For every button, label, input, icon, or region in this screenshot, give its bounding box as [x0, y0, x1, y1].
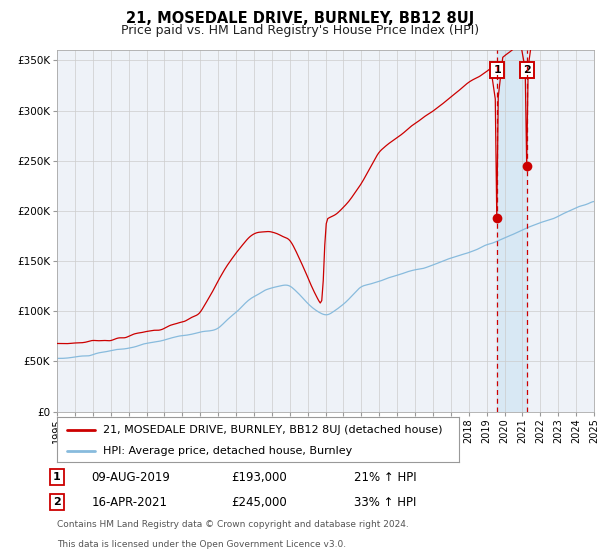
Text: 21, MOSEDALE DRIVE, BURNLEY, BB12 8UJ (detached house): 21, MOSEDALE DRIVE, BURNLEY, BB12 8UJ (d… — [103, 424, 443, 435]
Text: Price paid vs. HM Land Registry's House Price Index (HPI): Price paid vs. HM Land Registry's House … — [121, 24, 479, 36]
Text: 09-AUG-2019: 09-AUG-2019 — [91, 470, 170, 484]
Text: HPI: Average price, detached house, Burnley: HPI: Average price, detached house, Burn… — [103, 446, 352, 456]
Text: 21% ↑ HPI: 21% ↑ HPI — [354, 470, 416, 484]
Text: 33% ↑ HPI: 33% ↑ HPI — [354, 496, 416, 509]
Text: 1: 1 — [493, 65, 501, 75]
Text: 2: 2 — [524, 65, 531, 75]
Text: 1: 1 — [53, 472, 61, 482]
Text: 2: 2 — [53, 497, 61, 507]
Text: This data is licensed under the Open Government Licence v3.0.: This data is licensed under the Open Gov… — [57, 540, 346, 549]
Text: 16-APR-2021: 16-APR-2021 — [91, 496, 167, 509]
Text: £193,000: £193,000 — [231, 470, 287, 484]
Bar — [497, 50, 527, 412]
Text: £245,000: £245,000 — [231, 496, 287, 509]
Text: 21, MOSEDALE DRIVE, BURNLEY, BB12 8UJ: 21, MOSEDALE DRIVE, BURNLEY, BB12 8UJ — [126, 11, 474, 26]
Text: Contains HM Land Registry data © Crown copyright and database right 2024.: Contains HM Land Registry data © Crown c… — [57, 520, 409, 529]
